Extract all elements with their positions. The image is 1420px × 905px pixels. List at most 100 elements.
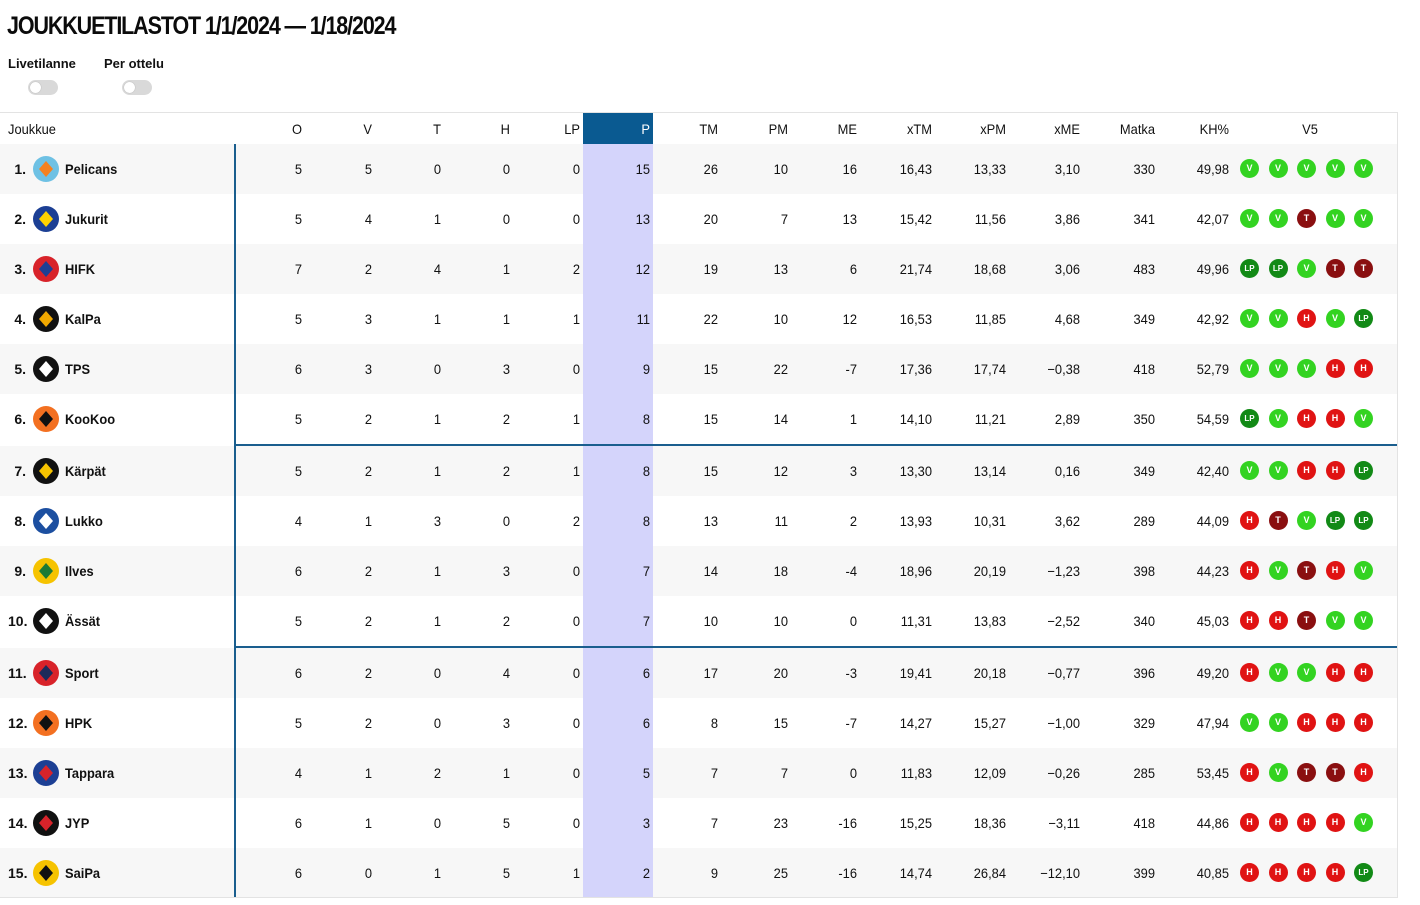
result-badge-h[interactable]: H [1354,763,1373,782]
result-badge-t[interactable]: T [1325,763,1345,782]
result-badge-t[interactable]: T [1354,259,1373,278]
result-badge-lp[interactable]: LP [1325,511,1345,530]
team-name[interactable]: Jukurit [65,211,108,227]
header-xme[interactable]: xME [1054,121,1080,137]
result-badge-h[interactable]: H [1297,713,1316,732]
result-badge-v[interactable]: V [1240,309,1259,328]
result-badge-v[interactable]: V [1354,209,1373,228]
result-badge-lp[interactable]: LP [1240,259,1259,278]
result-badge-v[interactable]: V [1268,359,1288,378]
result-badge-t[interactable]: T [1297,561,1316,580]
result-badge-v[interactable]: V [1268,409,1288,428]
result-badge-h[interactable]: H [1240,561,1259,580]
result-badge-t[interactable]: T [1297,611,1316,630]
header-t[interactable]: T [433,121,441,137]
team-name[interactable]: TPS [65,361,91,377]
result-badge-t[interactable]: T [1297,209,1316,228]
header-xpm[interactable]: xPM [980,121,1006,137]
result-badge-h[interactable]: H [1240,813,1259,832]
result-badge-v[interactable]: V [1268,713,1288,732]
result-badge-h[interactable]: H [1325,359,1345,378]
team-name[interactable]: Ilves [65,563,94,579]
result-badge-v[interactable]: V [1240,461,1259,480]
result-badge-h[interactable]: H [1240,763,1259,782]
result-badge-h[interactable]: H [1240,611,1259,630]
result-badge-v[interactable]: V [1297,663,1316,682]
result-badge-v[interactable]: V [1354,409,1373,428]
result-badge-h[interactable]: H [1354,713,1373,732]
result-badge-h[interactable]: H [1297,813,1316,832]
result-badge-v[interactable]: V [1240,359,1259,378]
header-kh[interactable]: KH% [1199,121,1229,137]
team-name[interactable]: SaiPa [65,865,101,881]
header-v[interactable]: V [363,121,372,137]
result-badge-v[interactable]: V [1297,259,1316,278]
result-badge-h[interactable]: H [1297,863,1316,882]
result-badge-h[interactable]: H [1297,309,1316,328]
team-name[interactable]: HIFK [65,261,96,277]
result-badge-h[interactable]: H [1325,561,1345,580]
result-badge-h[interactable]: H [1240,663,1259,682]
result-badge-t[interactable]: T [1325,259,1345,278]
header-p[interactable]: P [641,121,650,137]
result-badge-lp[interactable]: LP [1354,511,1373,530]
result-badge-h[interactable]: H [1325,409,1345,428]
result-badge-h[interactable]: H [1240,511,1259,530]
result-badge-v[interactable]: V [1240,713,1259,732]
result-badge-v[interactable]: V [1240,159,1259,178]
result-badge-t[interactable]: T [1268,511,1288,530]
result-badge-v[interactable]: V [1325,209,1345,228]
result-badge-v[interactable]: V [1297,511,1316,530]
result-badge-lp[interactable]: LP [1354,461,1373,480]
team-name[interactable]: JYP [65,815,90,831]
result-badge-v[interactable]: V [1268,561,1288,580]
result-badge-v[interactable]: V [1325,159,1345,178]
result-badge-h[interactable]: H [1297,461,1316,480]
header-me[interactable]: ME [837,121,857,137]
team-name[interactable]: Sport [65,665,99,681]
result-badge-h[interactable]: H [1325,663,1345,682]
result-badge-h[interactable]: H [1354,663,1373,682]
result-badge-v[interactable]: V [1268,309,1288,328]
result-badge-h[interactable]: H [1325,461,1345,480]
team-name[interactable]: Ässät [65,613,101,629]
header-h[interactable]: H [500,121,510,137]
team-name[interactable]: Kärpät [65,463,106,479]
result-badge-v[interactable]: V [1354,561,1373,580]
result-badge-v[interactable]: V [1354,611,1373,630]
header-lp[interactable]: LP [564,121,580,137]
result-badge-v[interactable]: V [1268,159,1288,178]
result-badge-v[interactable]: V [1268,663,1288,682]
result-badge-h[interactable]: H [1354,359,1373,378]
result-badge-h[interactable]: H [1325,713,1345,732]
result-badge-h[interactable]: H [1297,409,1316,428]
result-badge-v[interactable]: V [1325,611,1345,630]
header-pm[interactable]: PM [768,121,788,137]
team-name[interactable]: KalPa [65,311,101,327]
result-badge-v[interactable]: V [1268,461,1288,480]
team-name[interactable]: Tappara [65,765,115,781]
team-name[interactable]: Lukko [65,513,103,529]
livetilanne-toggle[interactable] [28,80,58,95]
header-joukkue[interactable]: Joukkue [8,121,56,137]
result-badge-v[interactable]: V [1297,159,1316,178]
result-badge-lp[interactable]: LP [1240,409,1259,428]
result-badge-lp[interactable]: LP [1354,309,1373,328]
result-badge-h[interactable]: H [1325,863,1345,882]
result-badge-h[interactable]: H [1268,863,1288,882]
result-badge-h[interactable]: H [1325,813,1345,832]
result-badge-lp[interactable]: LP [1354,863,1373,882]
result-badge-v[interactable]: V [1268,209,1288,228]
team-name[interactable]: Pelicans [65,161,118,177]
header-o[interactable]: O [291,121,302,137]
header-xtm[interactable]: xTM [906,121,932,137]
header-matka[interactable]: Matka [1119,121,1155,137]
result-badge-v[interactable]: V [1354,159,1373,178]
per-ottelu-toggle[interactable] [122,80,152,95]
result-badge-t[interactable]: T [1297,763,1316,782]
result-badge-h[interactable]: H [1240,863,1259,882]
team-name[interactable]: KooKoo [65,411,116,427]
result-badge-lp[interactable]: LP [1268,259,1288,278]
result-badge-v[interactable]: V [1240,209,1259,228]
result-badge-v[interactable]: V [1268,763,1288,782]
